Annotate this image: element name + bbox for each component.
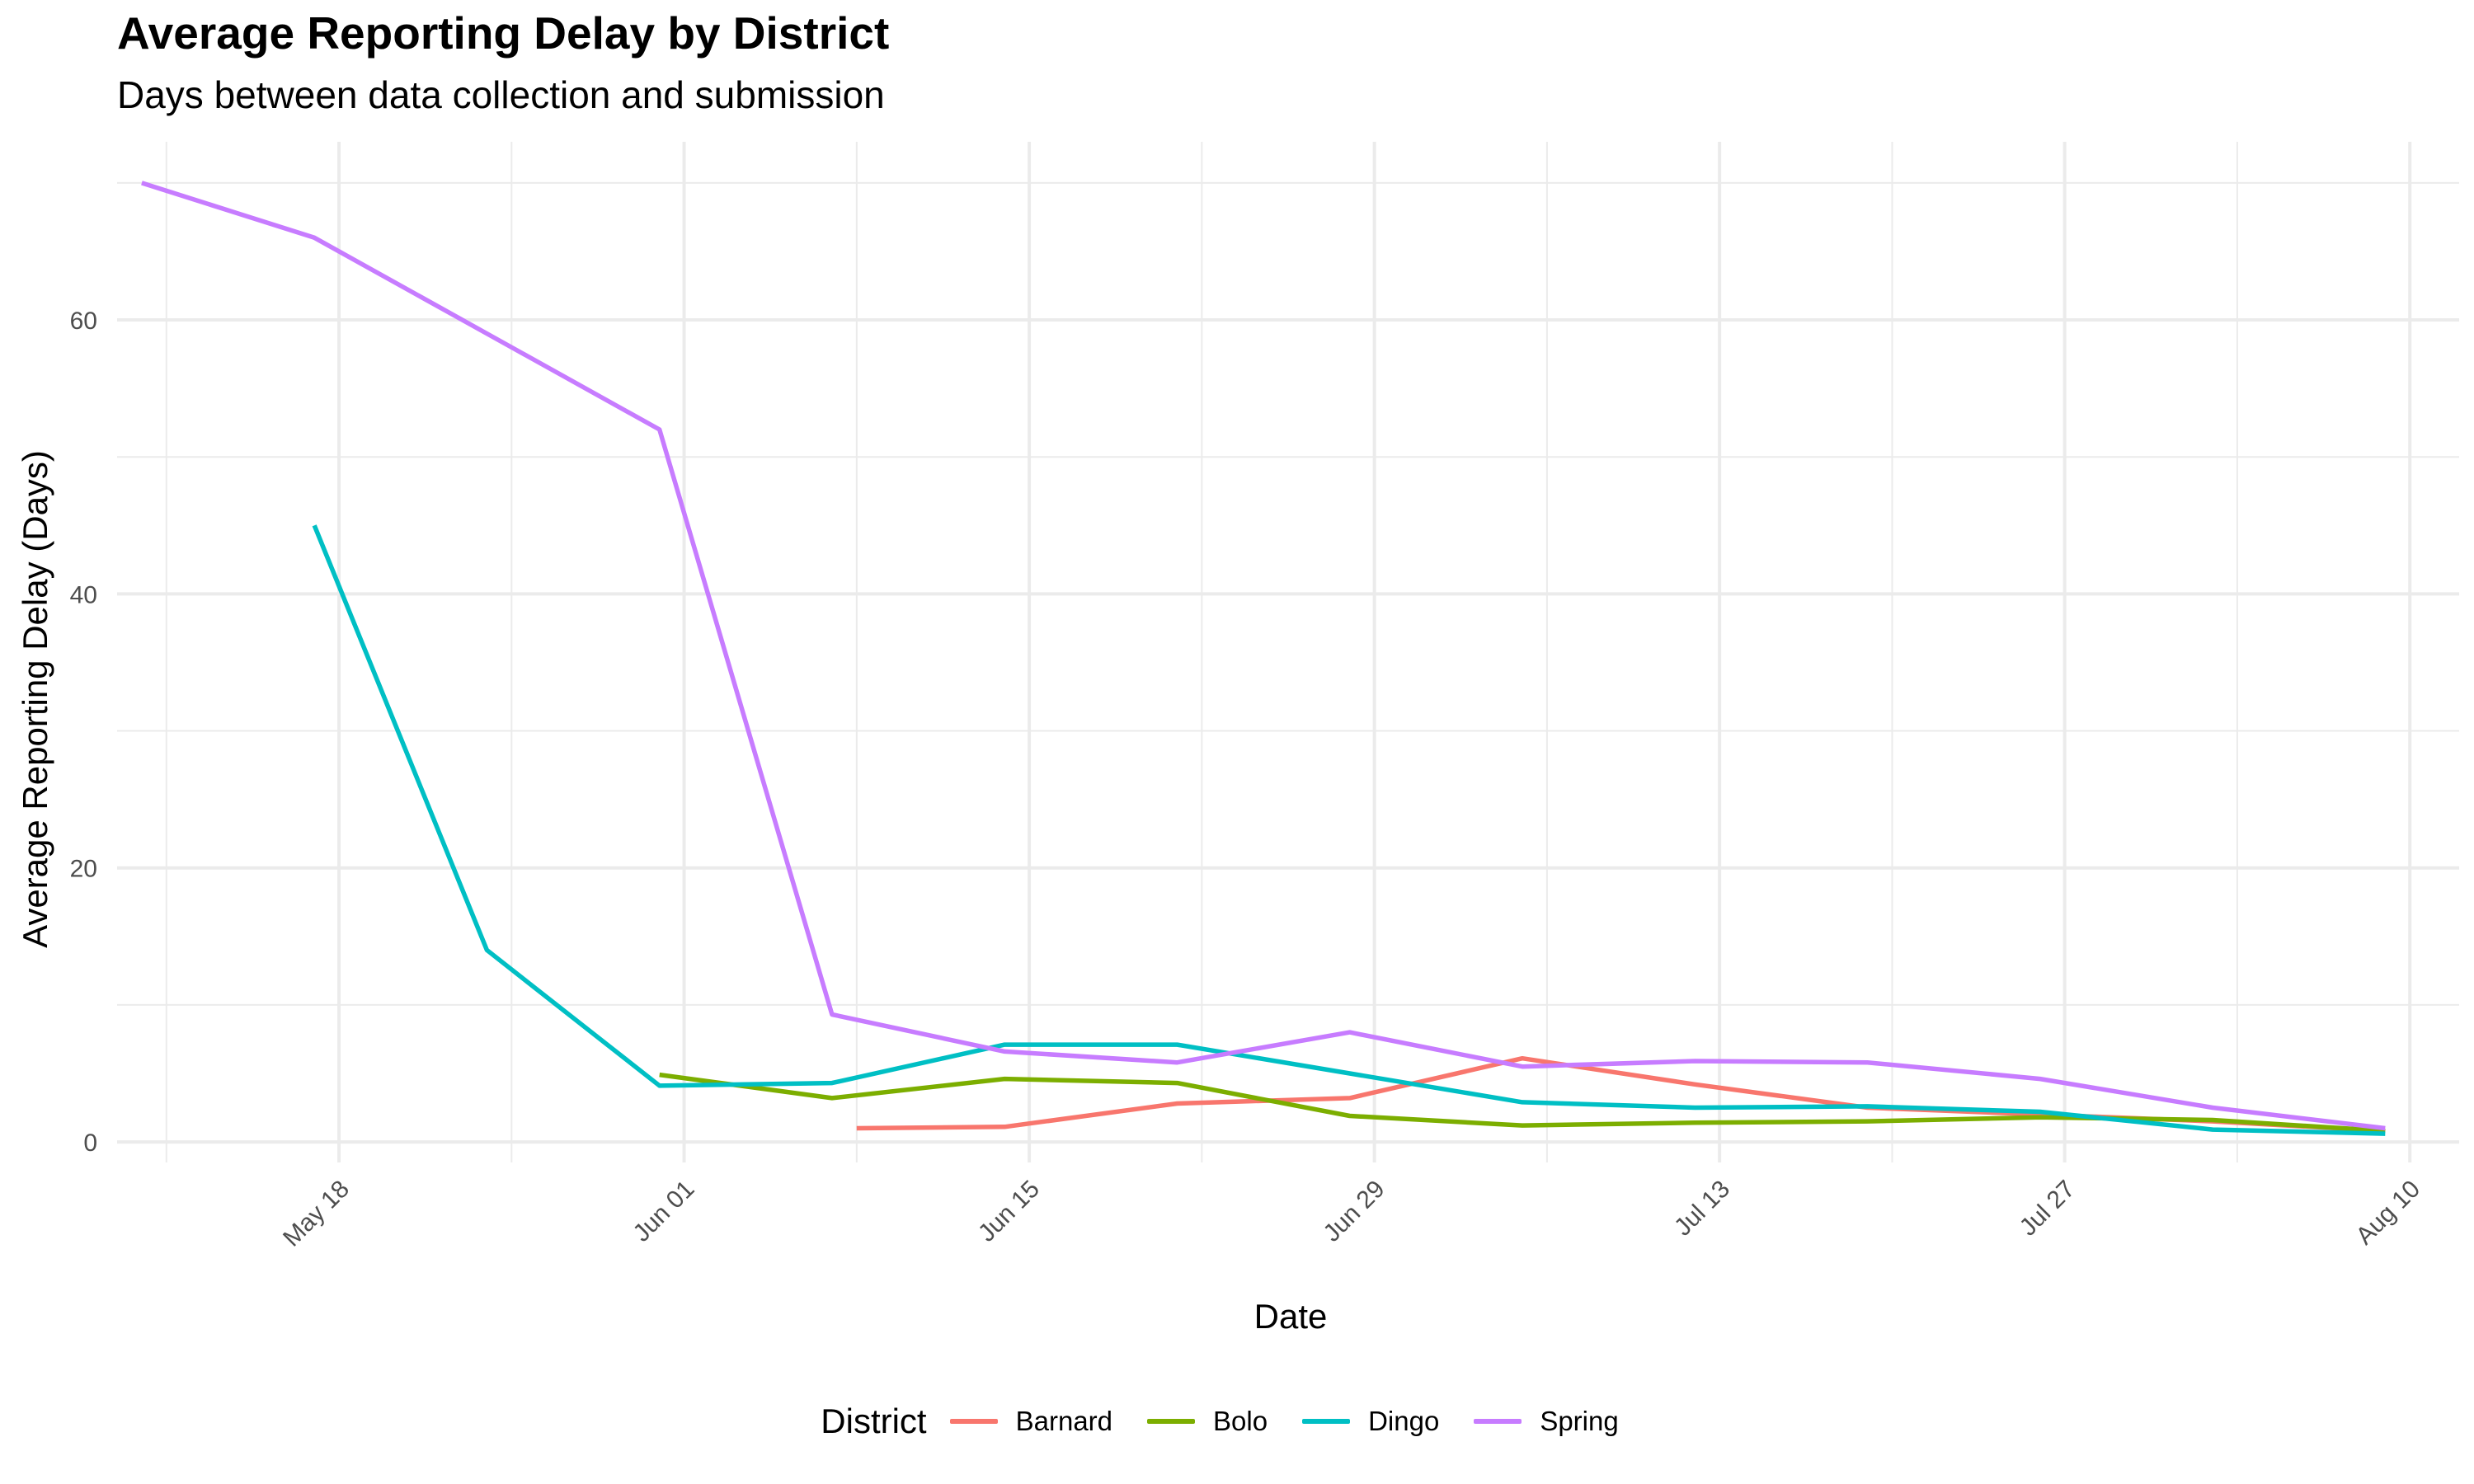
y-axis-title: Average Reporting Delay (Days): [16, 450, 54, 948]
legend-item-spring: Spring: [1474, 1406, 1619, 1437]
legend-item-bolo: Bolo: [1147, 1406, 1268, 1437]
y-axis-tick-labels: 0 20 40 60: [70, 308, 97, 1157]
y-tick-label: 0: [83, 1129, 97, 1157]
y-tick-label: 20: [70, 856, 97, 883]
x-tick-label: Jul 13: [1669, 1176, 1735, 1242]
x-axis-tick-labels: May 18 Jun 01 Jun 15 Jun 29 Jul 13 Jul 27 Aug …: [278, 1176, 2425, 1252]
legend-label-dingo: Dingo: [1368, 1406, 1440, 1436]
legend-swatch-spring: [1474, 1419, 1522, 1424]
x-axis-title: Date: [1254, 1297, 1328, 1336]
series-line-spring: [141, 181, 2386, 1131]
legend-item-barnard: Barnard: [949, 1406, 1113, 1437]
legend-label-barnard: Barnard: [1015, 1406, 1113, 1436]
x-tick-label: Aug 10: [2351, 1176, 2426, 1251]
legend-swatch-barnard: [949, 1419, 998, 1424]
y-tick-label: 60: [70, 308, 97, 335]
legend-label-spring: Spring: [1540, 1406, 1619, 1436]
x-tick-label: Jun 29: [1319, 1176, 1390, 1247]
legend-swatch-dingo: [1302, 1419, 1351, 1424]
chart-subtitle: Days between data collection and submiss…: [117, 73, 885, 116]
y-tick-label: 40: [70, 581, 97, 608]
minor-gridlines: [117, 142, 2459, 1162]
major-gridlines: [117, 142, 2459, 1162]
legend-label-bolo: Bolo: [1213, 1406, 1268, 1436]
x-tick-label: Jun 01: [628, 1176, 699, 1247]
series-lines: [141, 181, 2386, 1136]
x-tick-label: Jun 15: [973, 1176, 1045, 1247]
legend-title: District: [821, 1402, 927, 1440]
legend: District Barnard Bolo Dingo Spring: [0, 1398, 2474, 1444]
legend-item-dingo: Dingo: [1302, 1406, 1439, 1437]
legend-swatch-bolo: [1147, 1419, 1196, 1424]
x-tick-label: May 18: [278, 1176, 355, 1252]
series-line-dingo: [312, 524, 2386, 1136]
chart-title: Average Reporting Delay by District: [117, 7, 890, 59]
x-tick-label: Jul 27: [2015, 1176, 2081, 1242]
